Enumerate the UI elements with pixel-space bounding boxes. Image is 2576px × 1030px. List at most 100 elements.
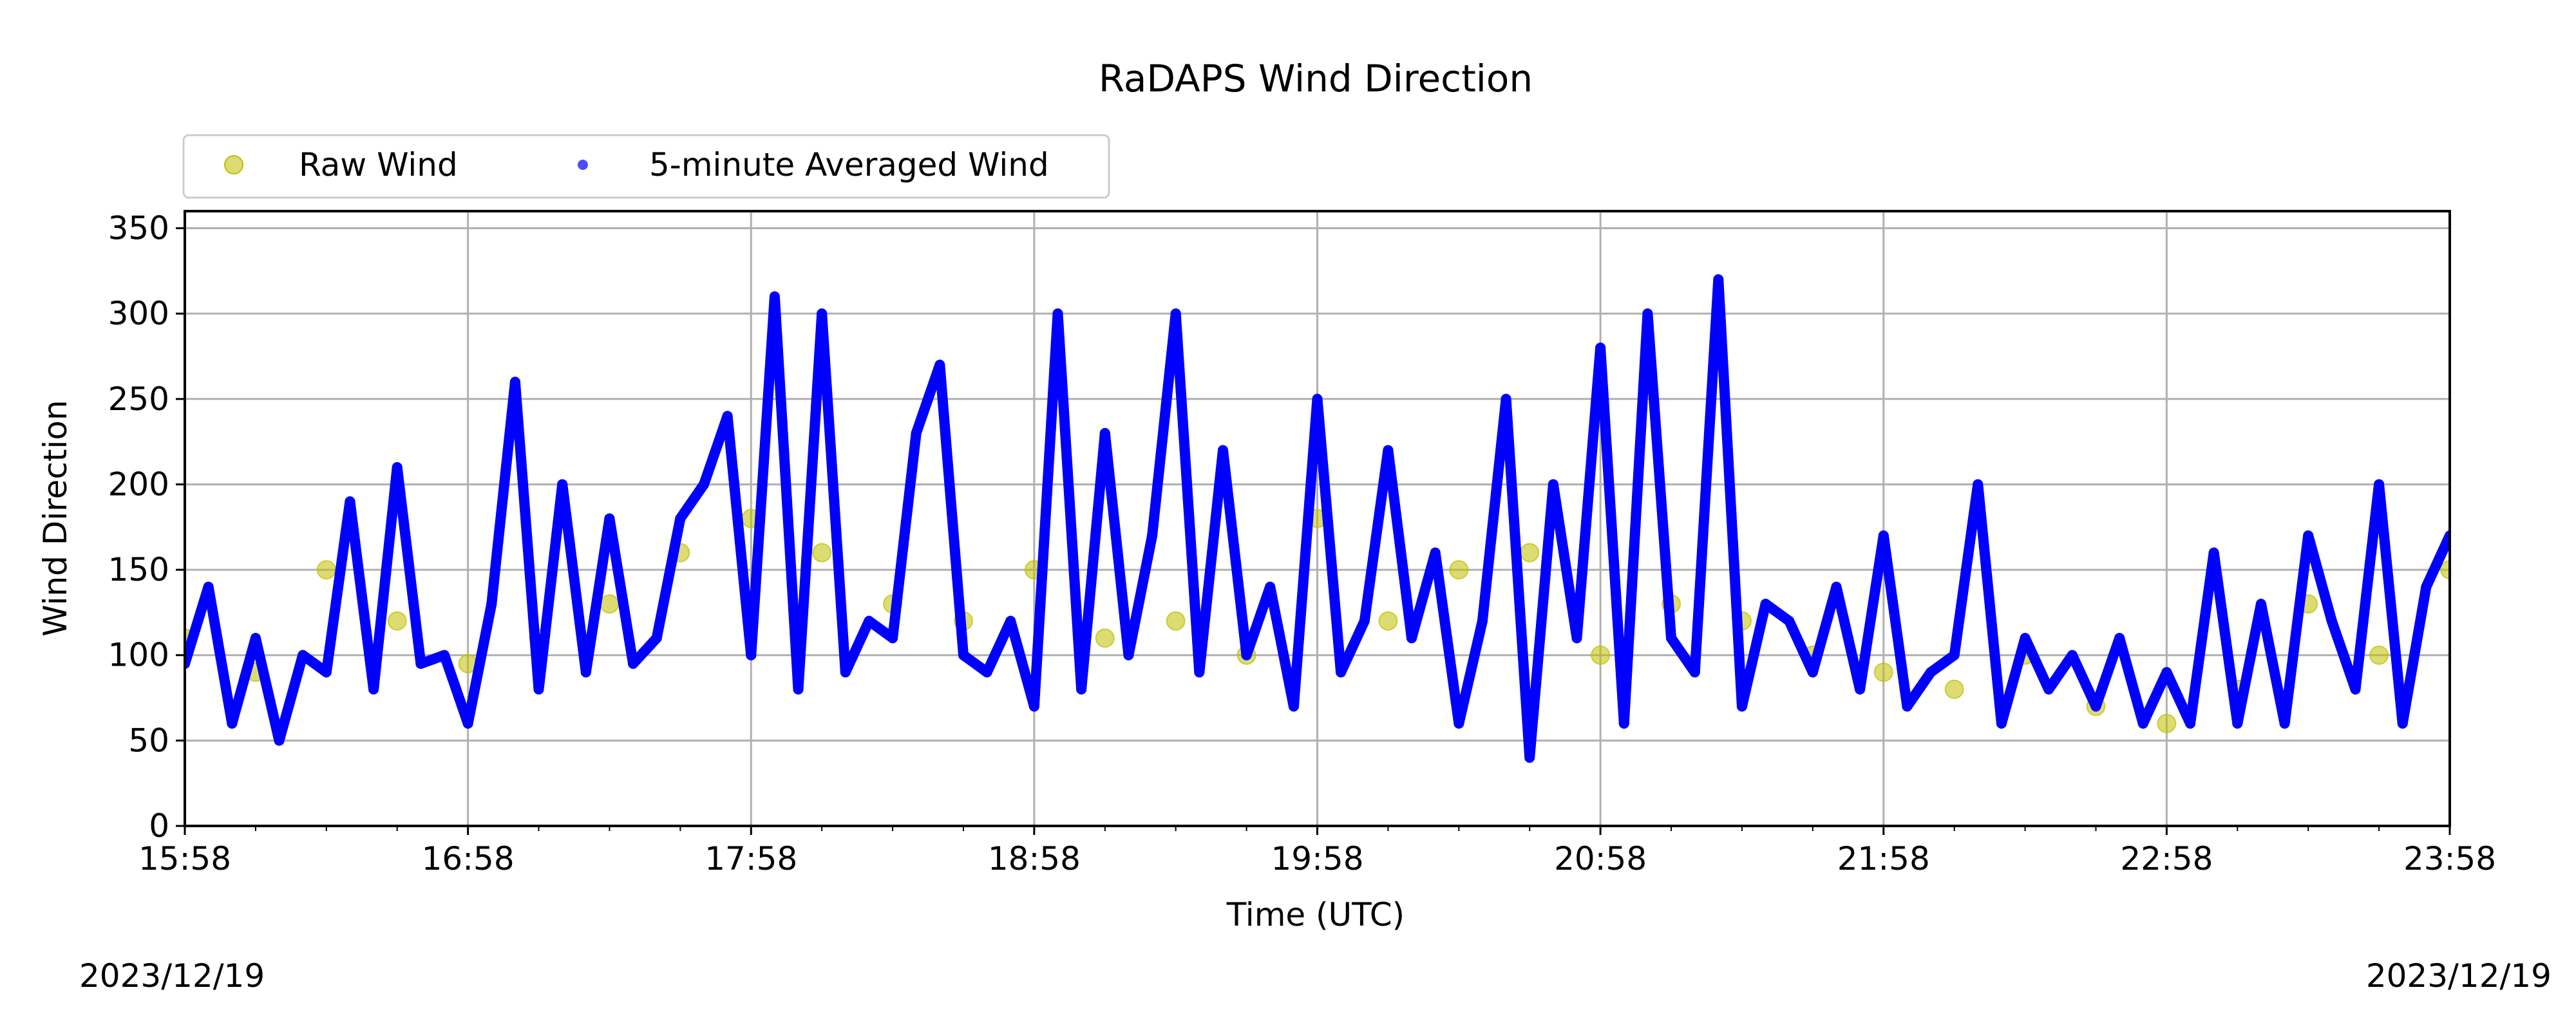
averaged-wind-point bbox=[439, 650, 450, 660]
averaged-wind-point bbox=[769, 291, 780, 302]
raw-wind-point bbox=[812, 543, 832, 563]
raw-wind-point bbox=[1520, 543, 1540, 563]
averaged-wind-point bbox=[651, 633, 662, 644]
averaged-wind-point bbox=[1028, 701, 1039, 712]
averaged-wind-point bbox=[345, 496, 355, 507]
averaged-wind-point bbox=[2090, 701, 2101, 712]
averaged-wind-point bbox=[1406, 633, 1417, 644]
averaged-wind-point bbox=[1949, 650, 1960, 660]
averaged-wind-point bbox=[2067, 650, 2078, 660]
raw-wind-point bbox=[600, 594, 620, 614]
legend-marker-raw-wind bbox=[224, 155, 243, 174]
averaged-wind-point bbox=[1005, 615, 1016, 626]
y-tick-label: 100 bbox=[108, 637, 169, 674]
averaged-wind-point bbox=[321, 667, 332, 678]
averaged-wind-point bbox=[2255, 599, 2266, 610]
x-tick-label: 16:58 bbox=[422, 840, 515, 877]
averaged-wind-point bbox=[817, 308, 828, 319]
averaged-wind-point bbox=[628, 658, 639, 669]
averaged-wind-point bbox=[1052, 308, 1063, 319]
averaged-wind-point bbox=[911, 427, 922, 438]
averaged-wind-point bbox=[227, 718, 238, 729]
averaged-wind-point bbox=[675, 513, 686, 524]
averaged-wind-point bbox=[2232, 718, 2243, 729]
x-tick-label: 22:58 bbox=[2120, 840, 2213, 877]
y-tick-label: 50 bbox=[128, 722, 169, 759]
averaged-wind-point bbox=[1147, 530, 1158, 541]
averaged-wind-point bbox=[298, 650, 308, 660]
averaged-wind-point bbox=[2303, 530, 2314, 541]
averaged-wind-point bbox=[840, 667, 851, 678]
averaged-wind-point bbox=[1973, 479, 1984, 490]
averaged-wind-point bbox=[604, 513, 615, 524]
legend-box bbox=[182, 134, 1110, 199]
legend-label-raw-wind: Raw Wind bbox=[299, 146, 458, 183]
averaged-wind-point bbox=[746, 650, 757, 660]
averaged-wind-point bbox=[1383, 445, 1394, 456]
averaged-wind-point bbox=[203, 581, 214, 592]
averaged-wind-point bbox=[2161, 667, 2172, 678]
averaged-wind-point bbox=[2350, 684, 2361, 695]
x-tick-label: 17:58 bbox=[705, 840, 797, 877]
legend-label-averaged-wind: 5-minute Averaged Wind bbox=[649, 146, 1049, 183]
averaged-wind-point bbox=[533, 684, 544, 695]
averaged-wind-point bbox=[509, 377, 520, 388]
averaged-wind-point bbox=[462, 718, 473, 729]
raw-wind-point bbox=[1449, 560, 1469, 580]
averaged-wind-point bbox=[1477, 615, 1488, 626]
averaged-wind-point bbox=[2020, 633, 2031, 644]
averaged-wind-point bbox=[2397, 718, 2408, 729]
averaged-wind-point bbox=[887, 633, 898, 644]
averaged-wind-point bbox=[486, 599, 497, 610]
averaged-wind-point bbox=[2421, 581, 2432, 592]
averaged-wind-point bbox=[1336, 667, 1347, 678]
averaged-wind-point bbox=[981, 667, 992, 678]
raw-wind-point bbox=[1944, 679, 1964, 699]
raw-wind-point bbox=[1166, 611, 1186, 631]
averaged-wind-point bbox=[1713, 274, 1724, 285]
raw-wind-point bbox=[387, 611, 407, 631]
averaged-wind-point bbox=[2114, 633, 2125, 644]
averaged-wind-point bbox=[1312, 393, 1323, 404]
x-tick-label: 23:58 bbox=[2403, 840, 2496, 877]
chart-title: RaDAPS Wind Direction bbox=[1099, 57, 1533, 100]
averaged-wind-point bbox=[1501, 393, 1511, 404]
averaged-wind-point bbox=[274, 735, 285, 746]
averaged-wind-point bbox=[1524, 752, 1535, 763]
averaged-wind-point bbox=[958, 650, 969, 660]
raw-wind-point bbox=[2157, 713, 2177, 733]
y-axis-label: Wind Direction bbox=[37, 400, 74, 636]
raw-wind-point bbox=[1378, 611, 1398, 631]
date-left: 2023/12/19 bbox=[79, 957, 265, 995]
averaged-wind-series bbox=[185, 274, 2450, 763]
raw-wind-point bbox=[1591, 645, 1611, 665]
averaged-wind-point bbox=[1831, 581, 1842, 592]
averaged-wind-point bbox=[1099, 427, 1110, 438]
x-tick-label: 18:58 bbox=[988, 840, 1081, 877]
averaged-wind-point bbox=[2208, 547, 2219, 558]
raw-wind-point bbox=[316, 560, 336, 580]
averaged-wind-point bbox=[1265, 581, 1276, 592]
averaged-wind-point bbox=[1736, 701, 1747, 712]
averaged-wind-point bbox=[1170, 308, 1181, 319]
x-tick-label: 21:58 bbox=[1837, 840, 1930, 877]
averaged-wind-point bbox=[1902, 701, 1913, 712]
date-right: 2023/12/19 bbox=[2366, 957, 2552, 995]
y-tick-label: 150 bbox=[108, 551, 169, 588]
x-tick-label: 19:58 bbox=[1271, 840, 1363, 877]
averaged-wind-point bbox=[1855, 684, 1866, 695]
raw-wind-point bbox=[1095, 628, 1115, 648]
averaged-wind-point bbox=[2326, 615, 2337, 626]
averaged-wind-point bbox=[1878, 530, 1889, 541]
averaged-wind-point bbox=[1571, 633, 1582, 644]
averaged-wind-point bbox=[698, 479, 709, 490]
y-tick-label: 200 bbox=[108, 465, 169, 503]
averaged-wind-point bbox=[392, 462, 402, 473]
averaged-wind-point bbox=[1689, 667, 1700, 678]
averaged-wind-point bbox=[1926, 667, 1937, 678]
averaged-wind-point bbox=[1454, 718, 1464, 729]
averaged-wind-point bbox=[1194, 667, 1205, 678]
y-axis: 0 50 100 150 200 250 300 350 bbox=[108, 210, 185, 845]
averaged-wind-point bbox=[2185, 718, 2196, 729]
averaged-wind-point bbox=[1996, 718, 2007, 729]
